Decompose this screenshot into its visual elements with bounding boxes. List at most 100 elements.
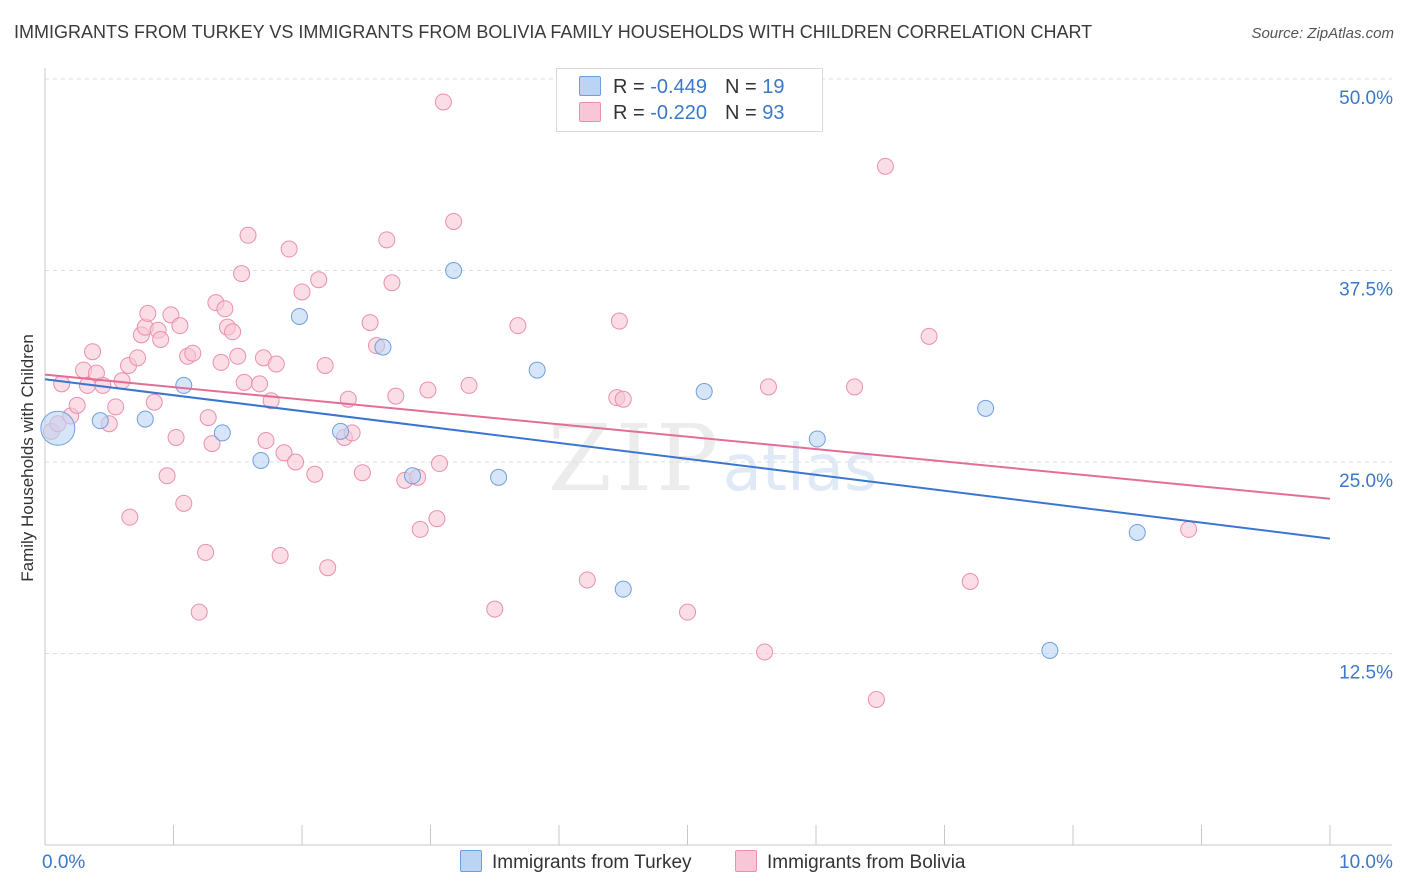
grid-lines <box>45 78 1392 654</box>
bolivia-point-62 <box>378 231 396 249</box>
bottom-legend-swatch-turkey <box>460 850 482 872</box>
bolivia-point-48 <box>275 444 293 462</box>
bolivia-point-74 <box>486 600 504 618</box>
turkey-point-17 <box>1128 523 1146 541</box>
bottom-legend-label-bolivia: Immigrants from Bolivia <box>767 852 966 873</box>
turkey-point-1 <box>91 412 109 430</box>
bolivia-point-64 <box>387 387 405 405</box>
turkey-point-12 <box>528 361 546 379</box>
turkey-point-16 <box>977 399 995 417</box>
bolivia-point-47 <box>271 546 289 564</box>
bottom-legend-swatch-bolivia <box>735 850 757 872</box>
turkey-point-6 <box>290 307 308 325</box>
bolivia-point-37 <box>224 323 242 341</box>
turkey-point-5 <box>252 451 270 469</box>
turkey-point-11 <box>490 468 508 486</box>
bolivia-point-50 <box>287 453 305 471</box>
bolivia-point-29 <box>190 603 208 621</box>
bolivia-points <box>42 93 1198 708</box>
bolivia-point-28 <box>184 344 202 362</box>
legend-row-bolivia: R = -0.220 N = 93 <box>579 102 784 126</box>
turkey-point-0 <box>40 410 76 446</box>
bottom-legend-turkey: Immigrants from Turkey <box>460 850 692 874</box>
bolivia-point-51 <box>293 283 311 301</box>
bolivia-point-11 <box>107 398 125 416</box>
bolivia-point-79 <box>614 390 632 408</box>
legend-n-label: N = <box>724 102 763 124</box>
bolivia-point-7 <box>84 343 102 361</box>
bolivia-point-24 <box>167 428 185 446</box>
x-tick-label-max: 10.0% <box>1339 852 1393 873</box>
bolivia-point-22 <box>158 467 176 485</box>
turkey-point-13 <box>614 580 632 598</box>
turkey-point-4 <box>213 424 231 442</box>
legend-n-value-turkey: 19 <box>762 76 785 98</box>
bolivia-point-75 <box>509 317 527 335</box>
bolivia-point-41 <box>239 226 257 244</box>
bolivia-point-88 <box>1180 520 1198 538</box>
turkey-point-9 <box>404 467 422 485</box>
legend-row-turkey: R = -0.449 N = 19 <box>579 76 784 100</box>
bolivia-point-30 <box>197 543 215 561</box>
bolivia-point-32 <box>203 435 221 453</box>
bolivia-point-63 <box>383 274 401 292</box>
bottom-legend-bolivia: Immigrants from Bolivia <box>735 850 966 874</box>
bolivia-point-70 <box>430 455 448 473</box>
watermark-zip: ZIP <box>548 405 722 512</box>
bolivia-point-76 <box>578 571 596 589</box>
y-tick-label-0: 12.5% <box>1339 663 1393 684</box>
watermark-atlas: atlas <box>723 432 878 506</box>
legend-r-label: R = <box>613 102 651 124</box>
bolivia-point-25 <box>171 317 189 335</box>
legend-r-value-turkey: -0.449 <box>650 76 707 98</box>
bolivia-point-31 <box>199 409 217 427</box>
bolivia-point-42 <box>251 375 269 393</box>
bolivia-point-26 <box>175 494 193 512</box>
bolivia-point-78 <box>610 312 628 330</box>
bolivia-point-81 <box>756 643 774 661</box>
bolivia-point-71 <box>434 93 452 111</box>
legend-r-value-bolivia: -0.220 <box>650 102 707 124</box>
bolivia-point-38 <box>229 347 247 365</box>
bolivia-point-60 <box>361 314 379 332</box>
bolivia-point-46 <box>267 355 285 373</box>
bolivia-point-69 <box>428 510 446 528</box>
turkey-point-18 <box>1041 641 1059 659</box>
bolivia-point-82 <box>759 378 777 396</box>
legend-swatch-turkey <box>579 76 601 96</box>
y-tick-label-2: 37.5% <box>1339 280 1393 301</box>
bolivia-point-52 <box>306 465 324 483</box>
bolivia-point-68 <box>419 381 437 399</box>
bolivia-point-87 <box>961 572 979 590</box>
turkey-point-2 <box>136 410 154 428</box>
turkey-point-15 <box>808 430 826 448</box>
chart-title: IMMIGRANTS FROM TURKEY VS IMMIGRANTS FRO… <box>14 22 1093 42</box>
correlation-legend: R = -0.449 N = 19 R = -0.220 N = 93 <box>556 68 823 132</box>
bolivia-point-21 <box>152 330 170 348</box>
legend-n-value-bolivia: 93 <box>762 102 785 124</box>
y-tick-label-1: 25.0% <box>1339 471 1393 492</box>
zipatlas-watermark: ZIP atlas <box>548 405 877 512</box>
turkey-point-8 <box>374 338 392 356</box>
bolivia-point-55 <box>319 559 337 577</box>
y-tick-labels: 12.5% 25.0% 37.5% 50.0% <box>1339 88 1393 684</box>
trend-line-turkey <box>44 378 1331 540</box>
axes <box>44 68 1392 846</box>
trend-line-bolivia <box>44 373 1331 500</box>
source-credit: Source: ZipAtlas.com <box>1251 25 1394 42</box>
bolivia-point-67 <box>411 520 429 538</box>
bolivia-point-84 <box>867 690 885 708</box>
legend-swatch-bolivia <box>579 102 601 122</box>
turkey-points <box>40 262 1146 659</box>
bolivia-point-40 <box>235 373 253 391</box>
bolivia-point-73 <box>460 376 478 394</box>
legend-r-label: R = <box>613 76 651 98</box>
bolivia-point-2 <box>53 375 71 393</box>
bolivia-point-54 <box>316 356 334 374</box>
bolivia-point-83 <box>846 378 864 396</box>
trend-lines <box>44 373 1331 540</box>
bolivia-point-19 <box>145 393 163 411</box>
bolivia-point-4 <box>68 396 86 414</box>
legend-n-label: N = <box>724 76 763 98</box>
